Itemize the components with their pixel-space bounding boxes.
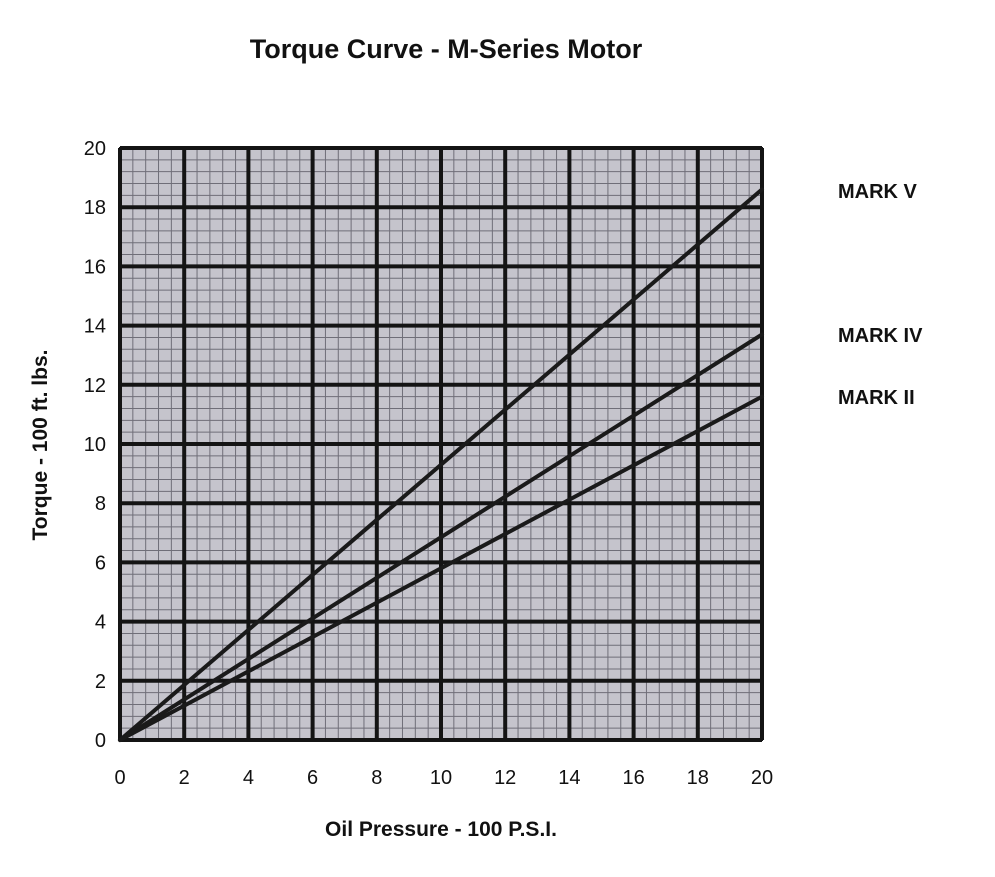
y-tick-label: 2 (95, 671, 106, 693)
y-tick-label: 4 (95, 612, 106, 634)
series-line-mark-ii (118, 394, 764, 742)
chart-title: Torque Curve - M-Series Motor (250, 34, 643, 64)
series-line-mark-v (118, 187, 764, 742)
plot-area (118, 146, 764, 742)
x-tick-label: 6 (307, 767, 318, 789)
x-tick-label: 20 (751, 767, 773, 789)
plot-border (119, 147, 763, 741)
y-tick-label: 12 (84, 375, 106, 397)
x-tick-label: 18 (687, 767, 709, 789)
series-label-mark-v: MARK V (838, 181, 918, 203)
x-tick-label: 16 (622, 767, 644, 789)
series-lines: MARK V MARK IV MARK II (118, 181, 923, 742)
x-tick-label: 0 (114, 767, 125, 789)
x-tick-label: 12 (494, 767, 516, 789)
series-label-mark-ii: MARK II (838, 387, 915, 409)
y-tick-label: 16 (84, 256, 106, 278)
y-tick-label: 8 (95, 493, 106, 515)
x-tick-label: 8 (371, 767, 382, 789)
y-tick-label: 0 (95, 730, 106, 752)
y-tick-label: 20 (84, 138, 106, 160)
series-label-mark-iv: MARK IV (838, 325, 923, 347)
x-tick-label: 14 (558, 767, 580, 789)
tick-labels: 0 2 4 6 8 10 12 14 16 18 20 0 2 4 6 8 10 12 14 16 18 20 (84, 138, 773, 789)
y-tick-label: 18 (84, 197, 106, 219)
y-axis-label: Torque - 100 ft. lbs. (29, 350, 52, 541)
series-line-mark-iv (118, 332, 764, 742)
x-tick-label: 10 (430, 767, 452, 789)
y-tick-label: 6 (95, 552, 106, 574)
y-tick-label: 10 (84, 434, 106, 456)
y-tick-label: 14 (84, 316, 106, 338)
x-tick-label: 4 (243, 767, 254, 789)
x-axis-label: Oil Pressure - 100 P.S.I. (325, 818, 557, 841)
x-tick-label: 2 (179, 767, 190, 789)
